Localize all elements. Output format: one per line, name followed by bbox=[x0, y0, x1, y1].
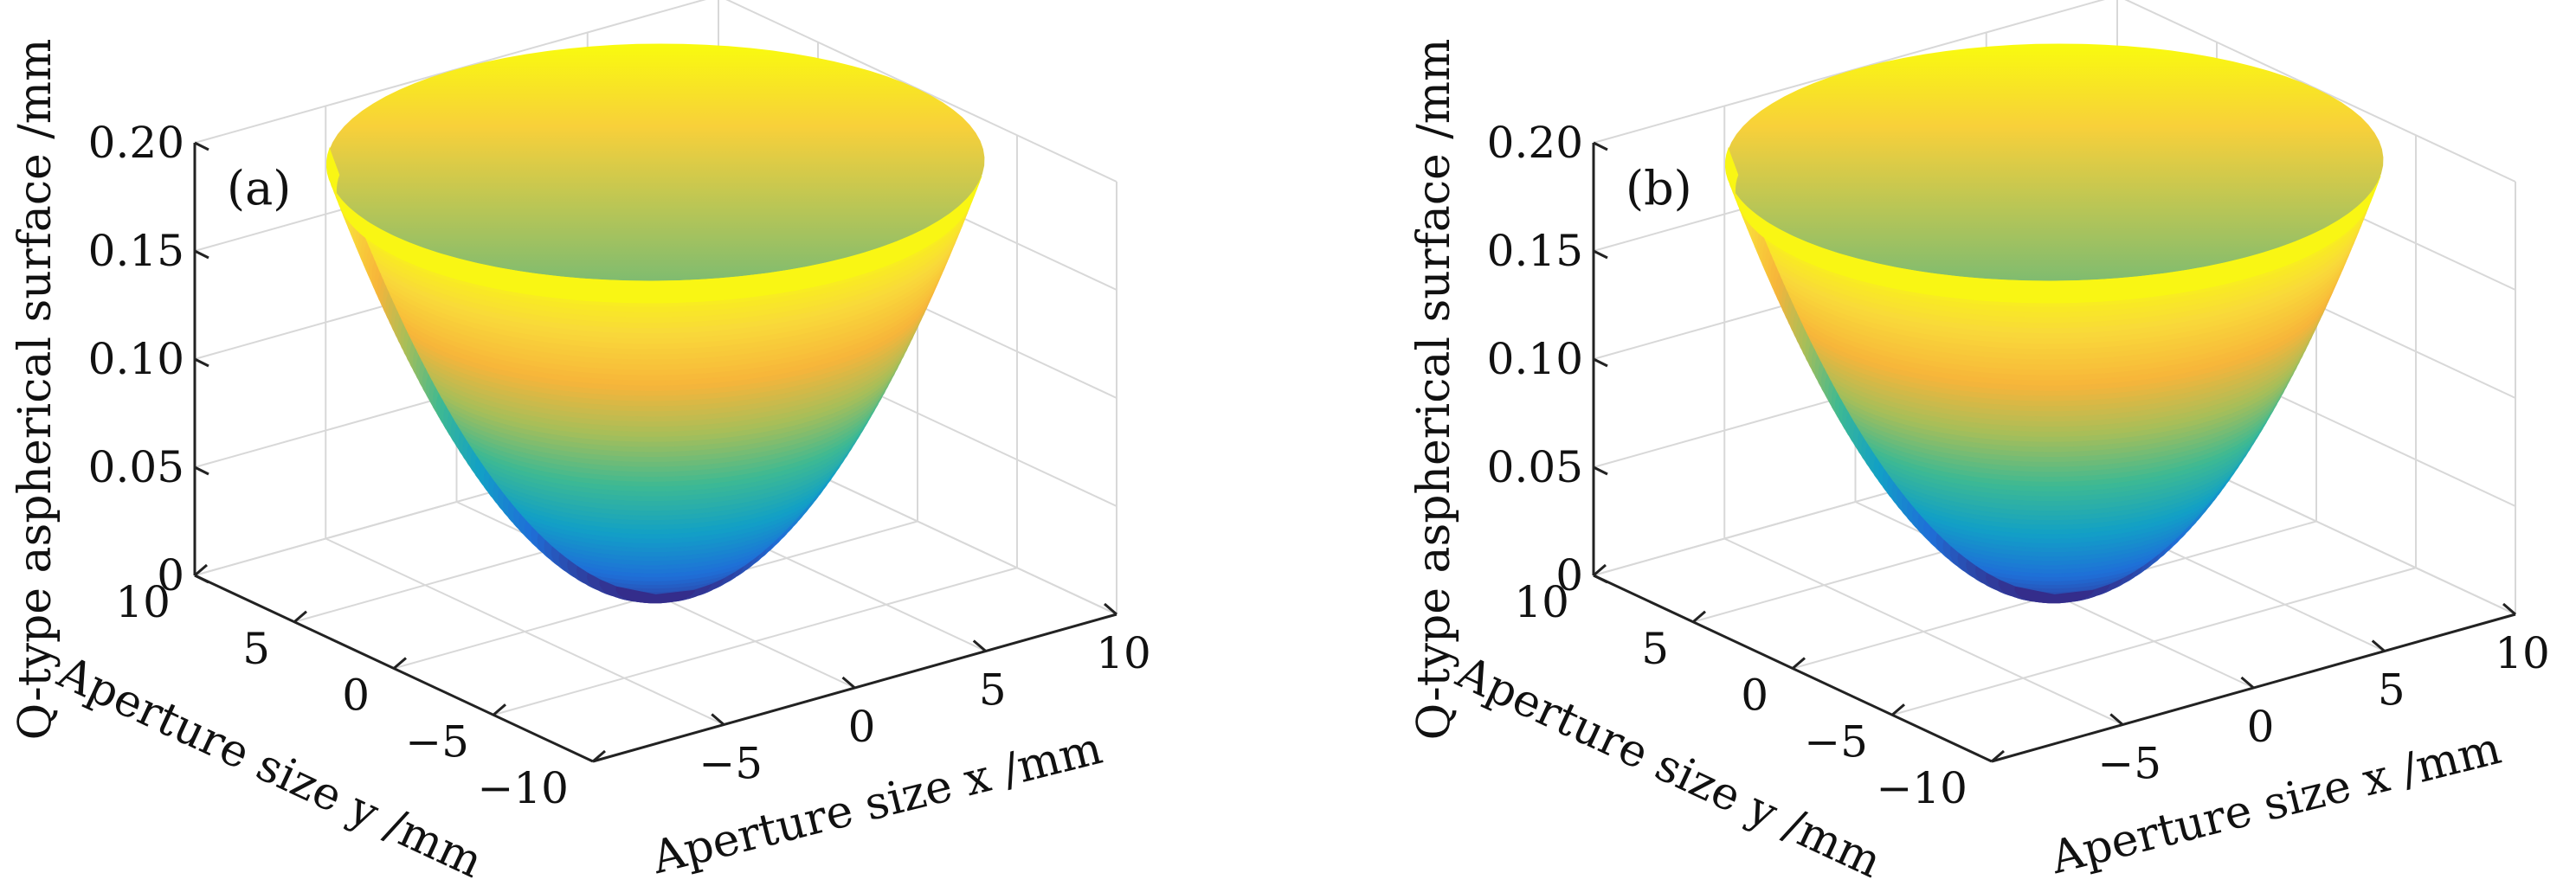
y-tick-mark bbox=[293, 610, 307, 623]
surface-band bbox=[2014, 586, 2095, 604]
z-tick-label: 0.15 bbox=[88, 226, 184, 276]
y-tick-label: 5 bbox=[242, 624, 270, 674]
y-tick-mark bbox=[1792, 657, 1806, 670]
y-tick-label: 5 bbox=[1641, 624, 1669, 674]
z-tick-mark bbox=[1593, 465, 1608, 476]
y-tick-mark bbox=[493, 703, 506, 716]
y-tick-label: 0 bbox=[1741, 671, 1768, 721]
x-tick-mark bbox=[972, 639, 987, 652]
y-tick-label: 10 bbox=[115, 577, 171, 627]
x-tick-mark bbox=[2502, 602, 2516, 616]
z-tick-label: 0.20 bbox=[1487, 118, 1583, 168]
y-tick-mark bbox=[194, 563, 208, 577]
x-tick-label: 10 bbox=[2495, 628, 2550, 678]
y-tick-mark bbox=[1593, 563, 1607, 577]
z-tick-mark bbox=[1593, 249, 1608, 260]
y-tick-mark bbox=[1692, 610, 1706, 623]
z-tick-label: 0.05 bbox=[88, 442, 184, 492]
z-tick-label: 0.05 bbox=[1487, 442, 1583, 492]
x-tick-mark bbox=[1104, 602, 1117, 616]
z-tick-mark bbox=[194, 357, 209, 368]
z-tick-mark bbox=[194, 465, 209, 476]
x-tick-label: 5 bbox=[2378, 665, 2405, 716]
y-tick-label: −10 bbox=[1876, 763, 1967, 813]
z-axis-title: Q-type aspherical surface /mm bbox=[1408, 39, 1460, 741]
surface-band bbox=[615, 586, 696, 604]
y-tick-label: −5 bbox=[1804, 716, 1868, 767]
z-tick-label: 0.10 bbox=[1487, 334, 1583, 384]
surface bbox=[1724, 43, 2384, 604]
x-tick-mark bbox=[2240, 676, 2255, 690]
z-tick-mark bbox=[194, 141, 209, 151]
y-tick-mark bbox=[592, 749, 606, 763]
x-tick-label: −5 bbox=[699, 739, 763, 789]
y-tick-label: −10 bbox=[477, 763, 569, 813]
x-tick-label: 0 bbox=[848, 702, 876, 752]
surface-inner-wall bbox=[326, 43, 985, 281]
z-tick-label: 0.20 bbox=[88, 118, 184, 168]
surface-inner-wall bbox=[1725, 43, 2384, 281]
x-tick-mark bbox=[711, 713, 725, 726]
y-tick-mark bbox=[1891, 703, 1905, 716]
surface-rim bbox=[326, 148, 982, 304]
z-tick-mark bbox=[194, 249, 209, 260]
z-tick-label: 0.15 bbox=[1487, 226, 1583, 276]
y-tick-label: 0 bbox=[342, 671, 370, 721]
z-axis-title: Q-type aspherical surface /mm bbox=[10, 39, 61, 741]
x-tick-mark bbox=[2371, 639, 2386, 652]
z-tick-mark bbox=[194, 574, 209, 584]
z-tick-label: 0 bbox=[1555, 550, 1583, 600]
x-tick-label: 0 bbox=[2247, 702, 2275, 752]
surface bbox=[325, 43, 985, 604]
x-tick-mark bbox=[2109, 713, 2124, 726]
y-tick-label: −5 bbox=[405, 716, 469, 767]
z-tick-label: 0 bbox=[157, 550, 184, 600]
z-tick-mark bbox=[1593, 574, 1608, 584]
x-tick-label: 10 bbox=[1096, 628, 1151, 678]
z-tick-mark bbox=[1593, 357, 1608, 368]
surface-rim bbox=[1725, 148, 2380, 304]
y-tick-mark bbox=[1991, 749, 2005, 763]
x-tick-label: 5 bbox=[979, 665, 1007, 716]
y-tick-mark bbox=[393, 657, 407, 670]
panel-label: (b) bbox=[1626, 161, 1692, 215]
x-tick-label: −5 bbox=[2097, 739, 2161, 789]
z-tick-mark bbox=[1593, 141, 1608, 151]
x-tick-mark bbox=[841, 676, 856, 690]
y-tick-label: 10 bbox=[1514, 577, 1569, 627]
z-tick-label: 0.10 bbox=[88, 334, 184, 384]
panel-label: (a) bbox=[227, 161, 291, 215]
